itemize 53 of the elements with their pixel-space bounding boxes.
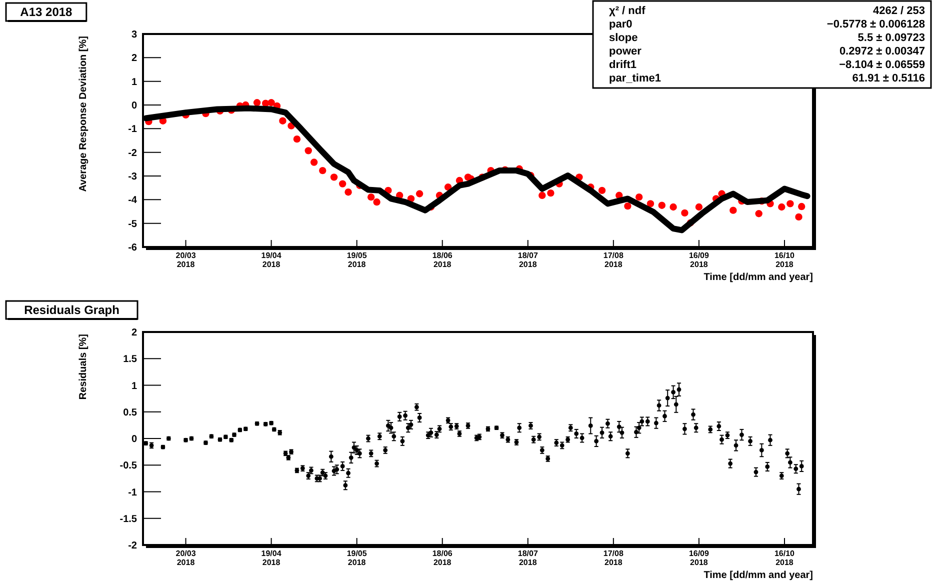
y-tick-label: 1.5 — [123, 354, 138, 366]
x-tick-label: 19/05 2018 — [346, 251, 368, 269]
y-tick-label: -1 — [128, 487, 138, 498]
y-axis-title: Residuals [%] — [78, 334, 89, 400]
y-tick-label: 2 — [131, 53, 138, 64]
x-tick-label: 17/08 2018 — [603, 251, 624, 269]
y-tick-label: -5 — [128, 218, 138, 230]
y-tick-label: 0 — [131, 434, 138, 445]
x-tick-label: 16/10 2018 — [774, 549, 796, 567]
text: 61.91 ± 0.5116 — [852, 72, 925, 84]
y-tick-label: -2 — [128, 540, 138, 552]
x-tick-label: 16/09 2018 — [688, 549, 710, 567]
x-tick-label: 19/05 2018 — [346, 549, 368, 567]
x-tick-label: 18/07 2018 — [518, 251, 538, 269]
text: A13 2018 — [20, 5, 73, 19]
y-tick-label: 0.5 — [123, 407, 138, 418]
x-tick-label: 18/07 2018 — [518, 549, 538, 567]
y-tick-label: 1 — [131, 380, 138, 392]
x-tick-label: 20/03 2018 — [176, 251, 196, 269]
annotation: drift1 — [609, 59, 636, 71]
y-tick-label: -4 — [128, 195, 138, 206]
x-tick-label: 18/06 2018 — [432, 251, 453, 269]
y-tick-label: 0 — [131, 100, 138, 112]
x-tick-label: 16/10 2018 — [774, 251, 796, 269]
y-tick-label: -3 — [128, 172, 138, 182]
text: −0.5778 ± 0.006128 — [826, 18, 925, 30]
x-tick-label: 17/08 2018 — [603, 549, 624, 567]
text: 5.5 ± 0.09723 — [858, 32, 925, 44]
y-tick-label: -2 — [128, 148, 138, 159]
y-tick-label: -0.5 — [120, 460, 138, 472]
text: χ² / ndf — [609, 5, 646, 17]
text: 0.2972 ± 0.00347 — [839, 46, 925, 58]
x-axis-title: Time [dd/mm and year] — [704, 272, 813, 283]
y-tick-label: -1 — [128, 124, 138, 136]
annotation: par_time1 — [609, 72, 661, 84]
y-tick-label: 1 — [131, 76, 138, 88]
x-tick-label: 16/09 2018 — [688, 251, 710, 269]
y-tick-label: 2 — [131, 328, 138, 338]
text: par0 — [609, 18, 632, 30]
y-tick-label: 3 — [131, 30, 138, 40]
y-tick-label: -1.5 — [120, 514, 138, 525]
text: −8.104 ± 0.06559 — [839, 59, 925, 71]
x-tick-label: 18/06 2018 — [432, 549, 453, 567]
y-axis-title: Average Response Deviation [%] — [78, 36, 89, 192]
text: 4262 / 253 — [873, 5, 925, 17]
x-tick-label: 19/04 2018 — [261, 251, 282, 269]
annotation: slope — [609, 32, 638, 44]
x-tick-label: 19/04 2018 — [261, 549, 282, 567]
chart-title: Residuals Graph — [24, 303, 120, 317]
x-tick-label: 20/03 2018 — [176, 549, 196, 567]
annotation: power — [609, 46, 642, 58]
y-tick-label: -6 — [128, 242, 138, 254]
x-axis-title: Time [dd/mm and year] — [704, 570, 813, 581]
